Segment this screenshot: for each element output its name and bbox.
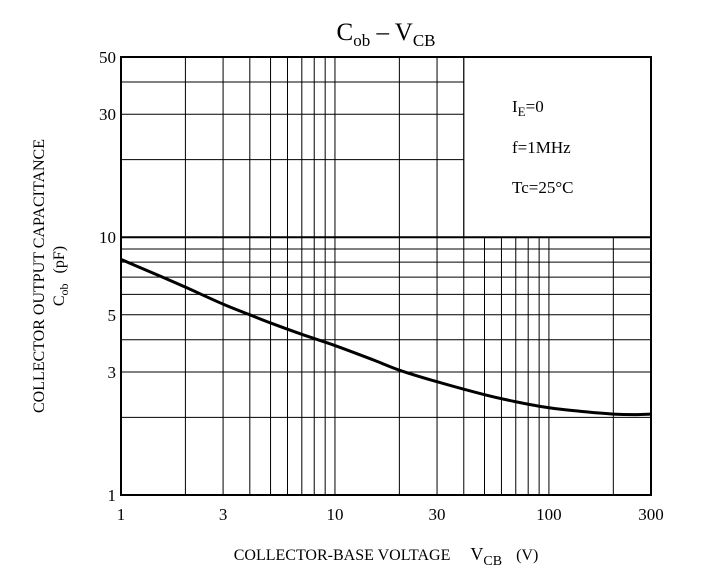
condition-tc: Tc=25°C <box>512 178 573 197</box>
y-axis-label: COLLECTOR OUTPUT CAPACITANCE Cob(pF) <box>31 139 71 413</box>
x-axis-label: COLLECTOR-BASE VOLTAGE VCB (V) <box>234 544 539 569</box>
y-axis-label-line1: COLLECTOR OUTPUT CAPACITANCE <box>31 139 48 413</box>
y-tick-label: 10 <box>99 228 116 247</box>
y-tick-label: 50 <box>99 48 116 67</box>
x-tick-label: 3 <box>219 505 228 524</box>
chart-title: Cob – VCB <box>337 19 436 50</box>
grid <box>121 57 651 495</box>
plot-frame <box>120 56 652 496</box>
x-tick-label: 100 <box>536 505 562 524</box>
x-tick-label: 1 <box>117 505 126 524</box>
condition-ie: IE=0 <box>512 97 544 119</box>
series-group <box>120 258 652 417</box>
x-tick-label: 300 <box>638 505 664 524</box>
conditions-text: IE=0 f=1MHz Tc=25°C <box>512 97 573 197</box>
series-line-cob <box>120 258 652 417</box>
x-tick-label: 30 <box>429 505 446 524</box>
x-tick-label: 10 <box>326 505 343 524</box>
tick-labels: 1 3 10 30 100 300 1 3 5 10 30 50 <box>99 48 664 524</box>
y-tick-label: 5 <box>108 306 117 325</box>
y-tick-label: 30 <box>99 105 116 124</box>
condition-f: f=1MHz <box>512 138 571 157</box>
y-tick-label: 3 <box>108 363 117 382</box>
y-tick-label: 1 <box>108 486 117 505</box>
y-axis-label-line2: Cob(pF) <box>51 246 71 306</box>
